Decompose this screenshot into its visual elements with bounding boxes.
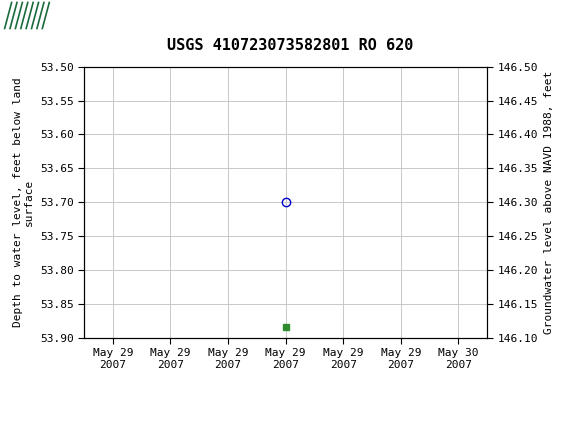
Text: USGS: USGS <box>49 8 86 23</box>
Text: USGS 410723073582801 RO 620: USGS 410723073582801 RO 620 <box>167 38 413 52</box>
Y-axis label: Groundwater level above NAVD 1988, feet: Groundwater level above NAVD 1988, feet <box>543 71 554 334</box>
FancyBboxPatch shape <box>5 3 42 28</box>
Y-axis label: Depth to water level, feet below land
surface: Depth to water level, feet below land su… <box>13 77 34 327</box>
